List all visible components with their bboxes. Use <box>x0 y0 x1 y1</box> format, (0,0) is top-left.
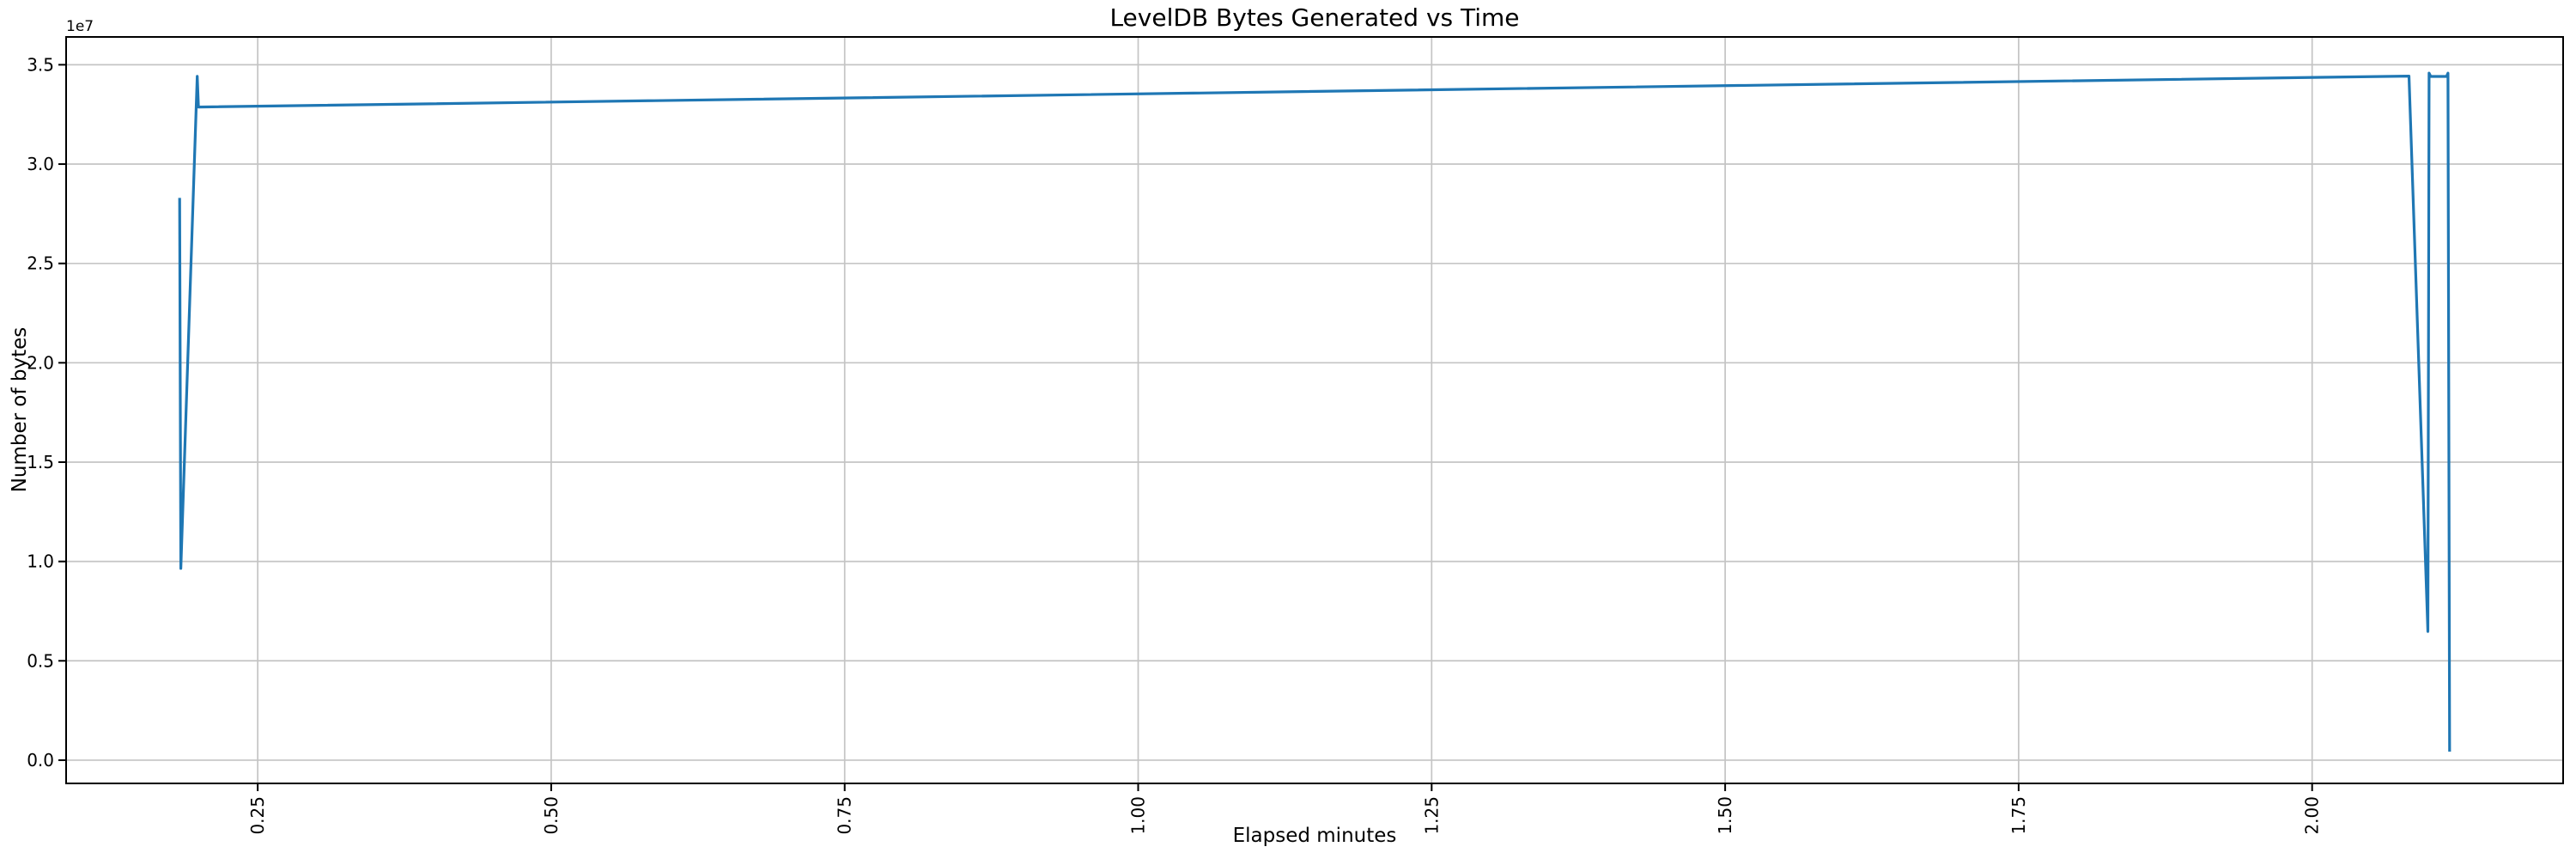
x-tick-label: 1.50 <box>1715 796 1735 835</box>
chart-title: LevelDB Bytes Generated vs Time <box>1109 3 1520 32</box>
x-tick-label: 1.00 <box>1128 796 1149 835</box>
x-tick-label: 2.00 <box>2302 796 2323 835</box>
y-tick-label: 0.5 <box>27 650 54 671</box>
axes-spines <box>65 36 2564 784</box>
x-tick-label: 1.25 <box>1421 796 1442 835</box>
y-tick-label: 1.0 <box>27 551 54 572</box>
x-tick-label: 1.75 <box>2008 796 2029 835</box>
y-tick-label: 2.5 <box>27 253 54 274</box>
x-tick-label: 0.75 <box>835 796 855 835</box>
y-tick-label: 2.0 <box>27 352 54 373</box>
y-tick-label: 0.0 <box>27 750 54 771</box>
y-tick-label: 3.0 <box>27 154 54 174</box>
x-tick-label: 0.25 <box>247 796 268 835</box>
y-axis-offset-text: 1e7 <box>66 18 94 35</box>
x-tick-label: 0.50 <box>541 796 562 835</box>
x-axis-label: Elapsed minutes <box>1232 825 1397 847</box>
y-tick-label: 3.5 <box>27 54 54 75</box>
data-line-leveldb-bytes-generated <box>178 71 2451 752</box>
y-tick-label: 1.5 <box>27 452 54 472</box>
